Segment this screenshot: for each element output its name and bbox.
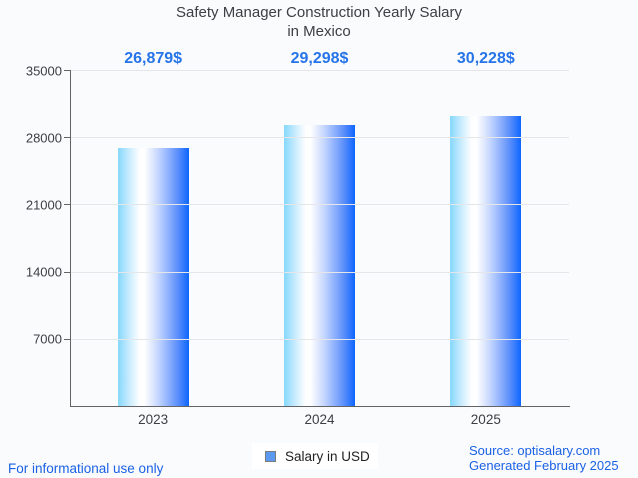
source-block: Source: optisalary.com Generated Februar…: [469, 443, 619, 473]
x-axis-label-2023: 2023: [138, 412, 169, 427]
y-axis-line: [70, 70, 71, 407]
x-axis-line: [70, 406, 570, 407]
y-axis-tick-14000: [64, 271, 70, 273]
legend-label: Salary in USD: [285, 448, 370, 464]
gridline-28000: [70, 137, 569, 139]
y-axis-tick-21000: [64, 204, 70, 206]
gridline-14000: [70, 271, 569, 273]
legend-item[interactable]: Salary in USD: [252, 443, 378, 469]
y-axis-label-14000: 14000: [25, 264, 62, 280]
y-axis-label-35000: 35000: [25, 63, 62, 78]
y-axis-label-7000: 7000: [33, 331, 62, 347]
gridline-7000: [70, 338, 569, 340]
disclaimer-text: For informational use only: [8, 461, 164, 476]
y-axis-label-21000: 21000: [25, 197, 62, 213]
value-label-2025: 30,228$: [456, 50, 515, 67]
bar-2025[interactable]: [450, 116, 522, 406]
gridline-35000: [70, 70, 569, 71]
y-axis-tick-35000: [64, 70, 70, 71]
chart-title-line-2: in Mexico: [287, 22, 351, 40]
bar-2024[interactable]: [284, 125, 355, 406]
value-label-2024: 29,298$: [290, 50, 349, 67]
source-link[interactable]: Source: optisalary.com: [469, 443, 601, 458]
chart-title: Safety Manager Construction Yearly Salar…: [0, 4, 638, 41]
y-axis-tick-28000: [64, 137, 70, 139]
bar-2023[interactable]: [117, 148, 189, 406]
chart-title-line-1: Safety Manager Construction Yearly Salar…: [176, 4, 462, 21]
y-axis-label-28000: 28000: [25, 130, 62, 146]
value-label-2023: 26,879$: [124, 50, 183, 67]
x-axis-label-2024: 2024: [304, 412, 335, 427]
gridline-21000: [70, 204, 569, 206]
generated-date: Generated February 2025: [469, 457, 619, 473]
x-axis-label-2025: 2025: [470, 412, 501, 427]
legend-marker-square-icon: [265, 450, 276, 462]
y-axis-tick-7000: [64, 338, 70, 340]
